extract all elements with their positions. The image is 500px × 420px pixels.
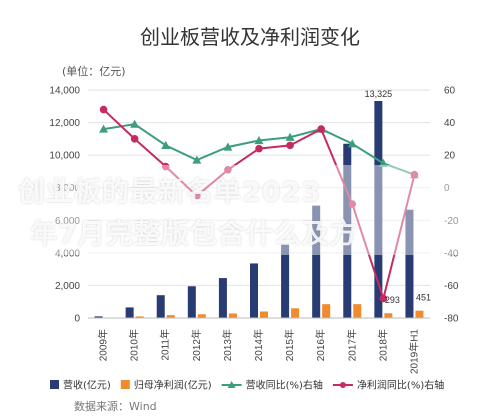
bar-net-profit: [384, 313, 393, 318]
bar-net-profit: [291, 308, 300, 318]
bar-revenue: [187, 286, 196, 318]
data-label: 13,325: [365, 89, 393, 99]
left-axis-tick: 14,000: [49, 86, 80, 97]
bar-revenue: [125, 307, 134, 318]
legend-marker: [339, 382, 346, 388]
x-axis-tick: 2009年: [97, 329, 110, 361]
point-profit-yoy: [379, 294, 388, 303]
point-profit-yoy: [286, 141, 294, 150]
bar-revenue: [343, 143, 352, 318]
point-revenue-yoy: [285, 132, 295, 141]
point-revenue-yoy: [378, 158, 388, 167]
left-axis-tick: 4,000: [55, 248, 80, 259]
x-axis-tick: 2011年: [159, 329, 172, 361]
right-axis-tick: -60: [444, 281, 459, 292]
legend-swatch: [120, 380, 130, 389]
grid-lines: [88, 89, 430, 319]
left-axis-tick: 2,000: [55, 281, 80, 292]
bar-net-profit: [197, 314, 206, 318]
point-revenue-yoy: [99, 124, 109, 133]
point-revenue-yoy: [161, 140, 171, 149]
line-series: [99, 105, 419, 303]
legend-marker: [227, 381, 236, 388]
legend-label: 营收同比(%)右轴: [246, 379, 323, 392]
right-axis-tick: -20: [444, 216, 459, 227]
data-label: 293: [385, 295, 400, 305]
left-axis-tick: 6,000: [55, 216, 80, 227]
legend-label: 归母净利润(亿元): [134, 379, 212, 392]
bar-net-profit: [353, 304, 362, 318]
left-axis-tick: 12,000: [49, 118, 80, 129]
bar-revenue: [156, 295, 165, 318]
data-label: 451: [416, 293, 431, 303]
legend-item: 营收(亿元): [50, 379, 111, 392]
data-labels: 13,325 293 451: [365, 89, 431, 305]
point-revenue-yoy: [130, 119, 140, 128]
bar-net-profit: [415, 310, 424, 318]
legend-item: 营收同比(%)右轴: [221, 379, 323, 392]
point-profit-yoy: [130, 135, 139, 143]
bar-revenue: [374, 100, 383, 318]
x-axis-tick: 2010年: [128, 329, 141, 361]
point-profit-yoy: [99, 105, 108, 114]
point-revenue-yoy: [192, 155, 202, 164]
bar-net-profit: [322, 304, 331, 318]
legend-item: 净利润同比(%)右轴: [332, 379, 444, 392]
bar-series: [94, 100, 424, 319]
legend-label: 净利润同比(%)右轴: [357, 379, 444, 392]
bar-revenue: [312, 205, 321, 318]
bar-revenue: [405, 209, 414, 318]
bar-revenue: [281, 244, 290, 318]
x-axis-tick: 2014年: [252, 329, 265, 361]
x-axis-tick: 2013年: [221, 329, 234, 361]
x-axis-tick: 2015年: [283, 329, 296, 361]
bar-net-profit: [260, 311, 268, 318]
left-axis-tick: 10,000: [49, 151, 80, 162]
bar-net-profit: [166, 315, 175, 318]
point-revenue-yoy: [254, 135, 264, 145]
point-profit-yoy: [161, 162, 170, 171]
unit-label: (单位：亿元): [62, 64, 126, 78]
x-axis-tick: 2019年H1: [407, 329, 420, 374]
x-axis-tick: 2012年: [190, 329, 203, 361]
legend-label: 营收(亿元): [63, 379, 111, 392]
right-axis-tick: 40: [444, 118, 456, 129]
point-profit-yoy: [255, 144, 263, 153]
chart-title: 创业板营收及净利润变化: [140, 25, 360, 49]
point-revenue-yoy: [223, 142, 233, 151]
right-axis-tick: 20: [444, 151, 456, 162]
point-profit-yoy: [193, 192, 201, 200]
x-axis-tick: 2018年: [376, 329, 389, 361]
right-axis-tick: -40: [444, 248, 459, 259]
left-axis-tick: 0: [74, 314, 80, 325]
axes: 0 2,000 4,000 6,000 8,000 10,000 12,000 14,000 6…: [49, 86, 458, 375]
bar-revenue: [218, 278, 227, 318]
right-axis-tick: 60: [444, 86, 456, 97]
point-profit-yoy: [224, 166, 232, 174]
legend: 营收(亿元) 归母净利润(亿元) 营收同比(%)右轴 净利润同比(%)右轴: [50, 379, 444, 392]
x-axis-tick: 2017年: [345, 329, 358, 361]
legend-swatch: [50, 380, 59, 389]
point-profit-yoy: [410, 170, 419, 179]
bar-net-profit: [135, 316, 144, 318]
point-profit-yoy: [348, 200, 357, 208]
left-axis-tick: 8,000: [55, 183, 80, 194]
bar-net-profit: [228, 313, 237, 318]
bar-revenue: [94, 316, 103, 318]
source-text: 数据来源：Wind: [74, 399, 157, 413]
right-axis-tick: -80: [444, 314, 459, 325]
point-profit-yoy: [317, 125, 325, 133]
right-axis-tick: 0: [444, 183, 450, 194]
x-axis-tick: 2016年: [314, 329, 327, 361]
point-revenue-yoy: [347, 139, 357, 148]
legend-item: 归母净利润(亿元): [120, 379, 212, 392]
bar-revenue: [250, 263, 258, 318]
